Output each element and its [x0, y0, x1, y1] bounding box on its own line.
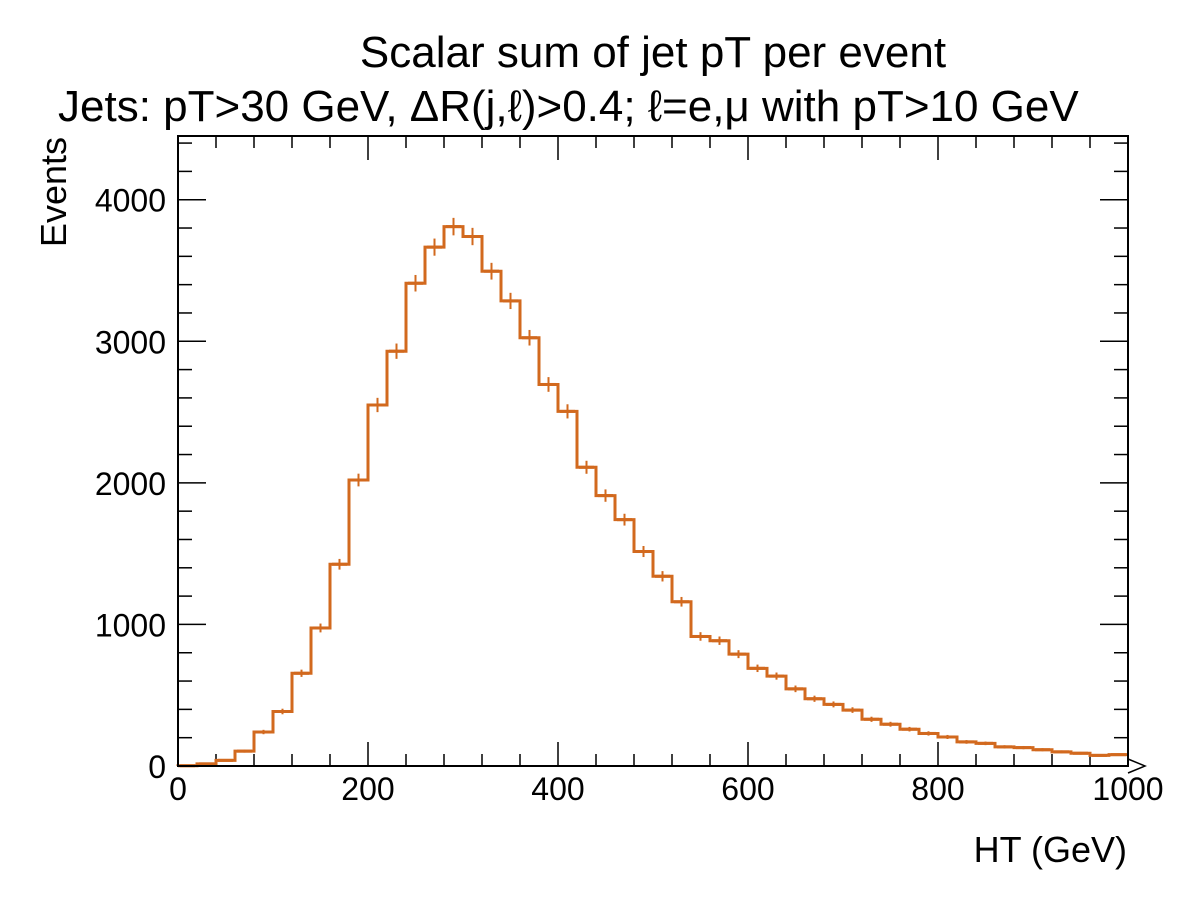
histogram-bin [617, 513, 632, 526]
histogram-bin [1016, 745, 1031, 750]
y-tick-label: 0 [148, 749, 166, 785]
histogram-bin [655, 571, 670, 582]
histogram-bin [218, 758, 233, 762]
histogram-bin [978, 741, 993, 746]
histogram-bin [788, 685, 803, 693]
histogram-bin [446, 217, 461, 236]
histogram-bin [522, 329, 537, 346]
histogram-bin [351, 473, 366, 487]
histogram-bin [674, 596, 689, 607]
histogram-bin [408, 274, 423, 292]
chart-title: Scalar sum of jet pT per event [360, 28, 946, 77]
histogram-bin [275, 708, 290, 715]
axis-ticks [177, 136, 1129, 767]
x-axis-label: HT (GeV) [974, 829, 1127, 870]
histogram-bin [389, 343, 404, 359]
histogram-bin [294, 669, 309, 677]
histogram-bin [864, 716, 879, 722]
histogram-bin [484, 262, 499, 280]
histogram-bin [997, 745, 1012, 749]
histogram-bin [199, 762, 214, 766]
x-tick-label: 600 [721, 771, 774, 807]
y-tick-label: 3000 [95, 324, 166, 360]
plot-frame [177, 135, 1129, 767]
histogram-bin [370, 397, 385, 413]
tick-labels: 0 200 400 600 800 1000 0 1000 2000 3000 4000 [95, 183, 1164, 807]
histogram-bin [237, 749, 252, 753]
histogram-bin [313, 623, 328, 633]
histogram-bin [921, 731, 936, 736]
histogram-bin [427, 238, 442, 256]
histogram-series [176, 217, 1128, 768]
histogram-bin [883, 721, 898, 727]
x-tick-label: 400 [531, 771, 584, 807]
histogram-bin [332, 558, 347, 570]
histogram-bin [902, 726, 917, 732]
y-tick-label: 1000 [95, 607, 166, 643]
histogram-bin [807, 695, 822, 702]
x-tick-label: 1000 [1092, 771, 1163, 807]
histogram-bin [731, 650, 746, 659]
histogram-bin [959, 740, 974, 744]
histogram-bin [712, 636, 727, 645]
histogram-bin [256, 729, 271, 735]
histogram-bin [750, 664, 765, 673]
histogram-bin [503, 292, 518, 310]
y-axis-label: Events [33, 137, 74, 247]
histogram-bin [693, 632, 708, 641]
x-tick-label: 800 [911, 771, 964, 807]
histogram-bin [1092, 753, 1107, 757]
histogram-bin [940, 734, 955, 740]
histogram-bin [826, 701, 841, 708]
y-tick-label: 2000 [95, 466, 166, 502]
histogram-bin [598, 489, 613, 502]
histogram-bin [560, 404, 575, 419]
histogram-bin [579, 460, 594, 474]
histogram-outline [176, 225, 1128, 768]
chart-subtitle: Jets: pT>30 GeV, ΔR(j,ℓ)>0.4; ℓ=e,μ with… [58, 82, 1079, 131]
histogram-bin [465, 227, 480, 246]
x-tick-label: 200 [341, 771, 394, 807]
histogram-bin [1035, 748, 1050, 752]
histogram-bin [1073, 751, 1088, 755]
y-tick-label: 4000 [95, 183, 166, 219]
histogram-bin [845, 707, 860, 713]
histogram-bin [1111, 753, 1126, 757]
histogram-bin [1054, 750, 1069, 754]
x-axis-arrow [1127, 758, 1147, 774]
x-tick-label: 0 [169, 771, 187, 807]
histogram-bin [541, 377, 556, 392]
histogram-bin [636, 546, 651, 558]
histogram-bin [769, 672, 784, 680]
